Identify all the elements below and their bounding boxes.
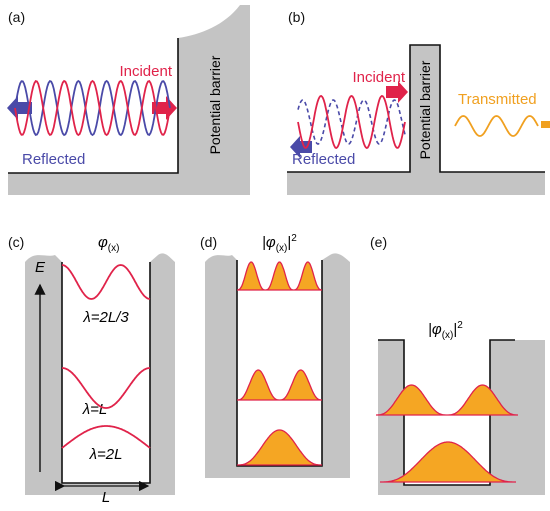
panel-label: (c) (8, 234, 24, 250)
figure: (a) Potential barrier Incident Reflected… (0, 0, 550, 506)
symbol: φ (98, 234, 108, 251)
panel-label: (e) (370, 234, 387, 250)
panel-label: (b) (288, 9, 305, 25)
probability-label: |φ(x)|2 (262, 233, 297, 254)
probability-density (237, 430, 322, 465)
probability-label: |φ(x)|2 (428, 320, 463, 341)
incident-label: Incident (119, 63, 172, 80)
probability-density (237, 262, 322, 290)
incident-wave (298, 96, 405, 148)
panel-label: (a) (8, 9, 25, 25)
level-label: λ=2L/3 (82, 309, 129, 326)
wavefunction-label: φ(x) (98, 234, 119, 254)
wavefunction (62, 265, 150, 299)
level-label: λ=2L (89, 446, 123, 463)
barrier-label: Potential barrier (417, 60, 433, 159)
prefix: |φ (262, 234, 276, 251)
probability-density (237, 370, 322, 400)
subscript: (x) (276, 243, 288, 254)
prefix: |φ (428, 321, 442, 338)
floor (287, 172, 545, 195)
subscript: (x) (442, 330, 454, 341)
wavefunction (62, 426, 150, 448)
subscript: (x) (108, 243, 120, 254)
superscript: 2 (291, 233, 297, 244)
energy-label: E (35, 259, 46, 276)
superscript: 2 (457, 320, 463, 331)
incident-label: Incident (352, 69, 405, 86)
reflected-wave (15, 81, 170, 135)
reflected-label: Reflected (292, 151, 355, 168)
reflected-label: Reflected (22, 151, 85, 168)
width-label: L (102, 489, 110, 506)
transmitted-label: Transmitted (458, 91, 537, 108)
panel-label: (d) (200, 234, 217, 250)
level-label: λ=L (82, 401, 108, 418)
incident-wave (15, 81, 170, 135)
transmitted-wave (455, 116, 538, 136)
transmitted-arrow (541, 121, 550, 128)
barrier-label: Potential barrier (207, 55, 223, 154)
